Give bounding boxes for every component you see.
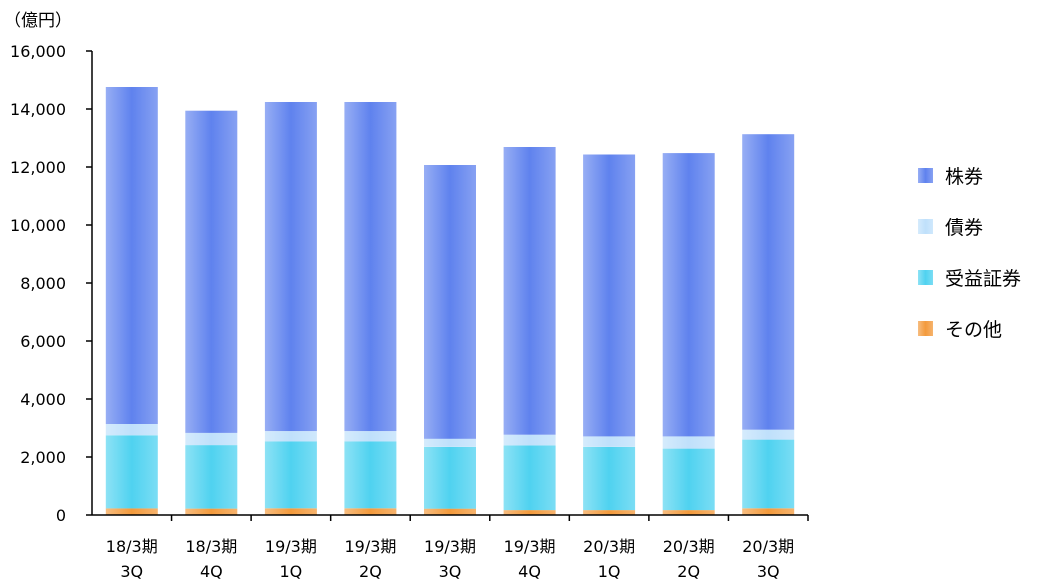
bar-segment-株券-6 — [583, 154, 636, 437]
bar-segment-株券-7 — [662, 153, 715, 437]
legend-label: 債券 — [945, 217, 983, 239]
legend-label: 株券 — [945, 166, 983, 188]
bar-segment-債券-1 — [185, 432, 238, 446]
bar-segment-その他-1 — [185, 508, 238, 515]
y-tick-label: 10,000 — [10, 216, 66, 235]
x-axis-ticks: 18/3期 3Q 18/3期 4Q 19/3期 1Q 19/3期 2Q 19/3期 3Q 19/3期… — [106, 515, 809, 581]
bar-segment-その他-0 — [105, 508, 158, 515]
axes — [91, 51, 808, 516]
bar-segment-債券-7 — [662, 436, 715, 449]
bar-segment-その他-8 — [742, 508, 795, 515]
y-tick-label: 14,000 — [10, 100, 66, 119]
bar-segment-受益証券-1 — [185, 445, 238, 509]
bar-segment-株券-8 — [742, 134, 795, 430]
bar-segment-債券-3 — [344, 431, 397, 442]
x-tick-label: 4Q — [518, 562, 541, 579]
bar-segment-その他-3 — [344, 508, 397, 515]
x-tick-label: 3Q — [757, 562, 780, 579]
bar-segment-受益証券-0 — [105, 435, 158, 509]
legend-label: 受益証券 — [945, 268, 1021, 290]
bar-segment-株券-0 — [105, 87, 158, 424]
y-tick-label: 4,000 — [20, 390, 66, 409]
legend-swatch — [918, 270, 933, 285]
bar-segment-受益証券-7 — [662, 448, 715, 511]
bar-segment-株券-3 — [344, 102, 397, 432]
y-tick-label: 6,000 — [20, 332, 66, 351]
legend-swatch — [918, 168, 933, 183]
x-tick-label: 18/3期 — [106, 537, 158, 556]
x-tick-label: 19/3期 — [504, 537, 556, 556]
bar-segment-債券-5 — [503, 434, 556, 446]
y-tick-label: 2,000 — [20, 448, 66, 467]
x-tick-label: 20/3期 — [583, 537, 635, 556]
x-tick-label: 19/3期 — [265, 537, 317, 556]
legend-swatch — [918, 219, 933, 234]
bar-segment-受益証券-5 — [503, 445, 556, 511]
bar-segment-受益証券-6 — [583, 446, 636, 511]
bar-segment-債券-0 — [105, 423, 158, 436]
x-tick-label: 4Q — [200, 562, 223, 579]
x-tick-label: 20/3期 — [663, 537, 715, 556]
x-tick-label: 19/3期 — [344, 537, 396, 556]
legend-swatch — [918, 321, 933, 336]
bar-segment-受益証券-4 — [424, 446, 476, 509]
y-axis-unit-label: （億円） — [4, 11, 72, 31]
y-tick-label: 16,000 — [10, 42, 66, 61]
x-tick-label: 20/3期 — [742, 537, 794, 556]
bar-segment-債券-8 — [742, 429, 795, 440]
bar-segment-株券-5 — [503, 147, 556, 435]
bar-segment-債券-6 — [583, 436, 636, 447]
bar-segment-その他-7 — [662, 510, 715, 515]
x-tick-label: 2Q — [359, 562, 382, 579]
x-tick-label: 3Q — [439, 562, 462, 579]
bar-segment-株券-1 — [185, 110, 238, 433]
bar-segment-株券-2 — [264, 102, 317, 432]
y-tick-label: 12,000 — [10, 158, 66, 177]
bar-segment-その他-2 — [264, 508, 317, 515]
bar-segment-債券-4 — [424, 438, 476, 447]
bars — [105, 87, 795, 515]
bar-segment-その他-5 — [503, 510, 556, 515]
bar-segment-受益証券-2 — [264, 441, 317, 509]
x-tick-label: 3Q — [120, 562, 143, 579]
bar-segment-その他-4 — [424, 508, 476, 515]
y-axis-ticks: 0 2,000 4,000 6,000 8,000 10,000 12,000 14,000 1… — [10, 42, 92, 525]
bar-segment-受益証券-3 — [344, 441, 397, 509]
legend-label: その他 — [945, 319, 1002, 341]
x-tick-label: 18/3期 — [185, 537, 237, 556]
bar-segment-その他-6 — [583, 510, 636, 515]
bar-segment-債券-2 — [264, 431, 317, 442]
bar-segment-受益証券-8 — [742, 439, 795, 509]
x-tick-label: 2Q — [677, 562, 700, 579]
bar-segment-株券-4 — [424, 165, 476, 439]
x-tick-label: 19/3期 — [424, 537, 476, 556]
y-tick-label: 0 — [56, 506, 66, 525]
x-tick-label: 1Q — [279, 562, 302, 579]
x-tick-label: 1Q — [598, 562, 621, 579]
y-tick-label: 8,000 — [20, 274, 66, 293]
